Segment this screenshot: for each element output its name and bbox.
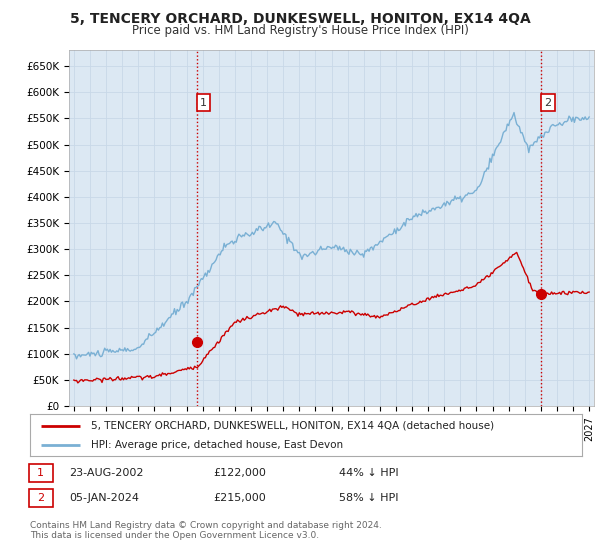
Text: 05-JAN-2024: 05-JAN-2024	[69, 493, 139, 503]
Text: £122,000: £122,000	[213, 468, 266, 478]
Text: Contains HM Land Registry data © Crown copyright and database right 2024.
This d: Contains HM Land Registry data © Crown c…	[30, 521, 382, 540]
Text: £215,000: £215,000	[213, 493, 266, 503]
Text: 5, TENCERY ORCHARD, DUNKESWELL, HONITON, EX14 4QA (detached house): 5, TENCERY ORCHARD, DUNKESWELL, HONITON,…	[91, 421, 494, 431]
Text: HPI: Average price, detached house, East Devon: HPI: Average price, detached house, East…	[91, 440, 343, 450]
Text: 2: 2	[37, 493, 44, 503]
Text: 44% ↓ HPI: 44% ↓ HPI	[339, 468, 398, 478]
Text: 2: 2	[544, 97, 551, 108]
Text: 58% ↓ HPI: 58% ↓ HPI	[339, 493, 398, 503]
Text: 5, TENCERY ORCHARD, DUNKESWELL, HONITON, EX14 4QA: 5, TENCERY ORCHARD, DUNKESWELL, HONITON,…	[70, 12, 530, 26]
Text: 1: 1	[200, 97, 207, 108]
Text: 23-AUG-2002: 23-AUG-2002	[69, 468, 143, 478]
Text: 1: 1	[37, 468, 44, 478]
Text: Price paid vs. HM Land Registry's House Price Index (HPI): Price paid vs. HM Land Registry's House …	[131, 24, 469, 37]
